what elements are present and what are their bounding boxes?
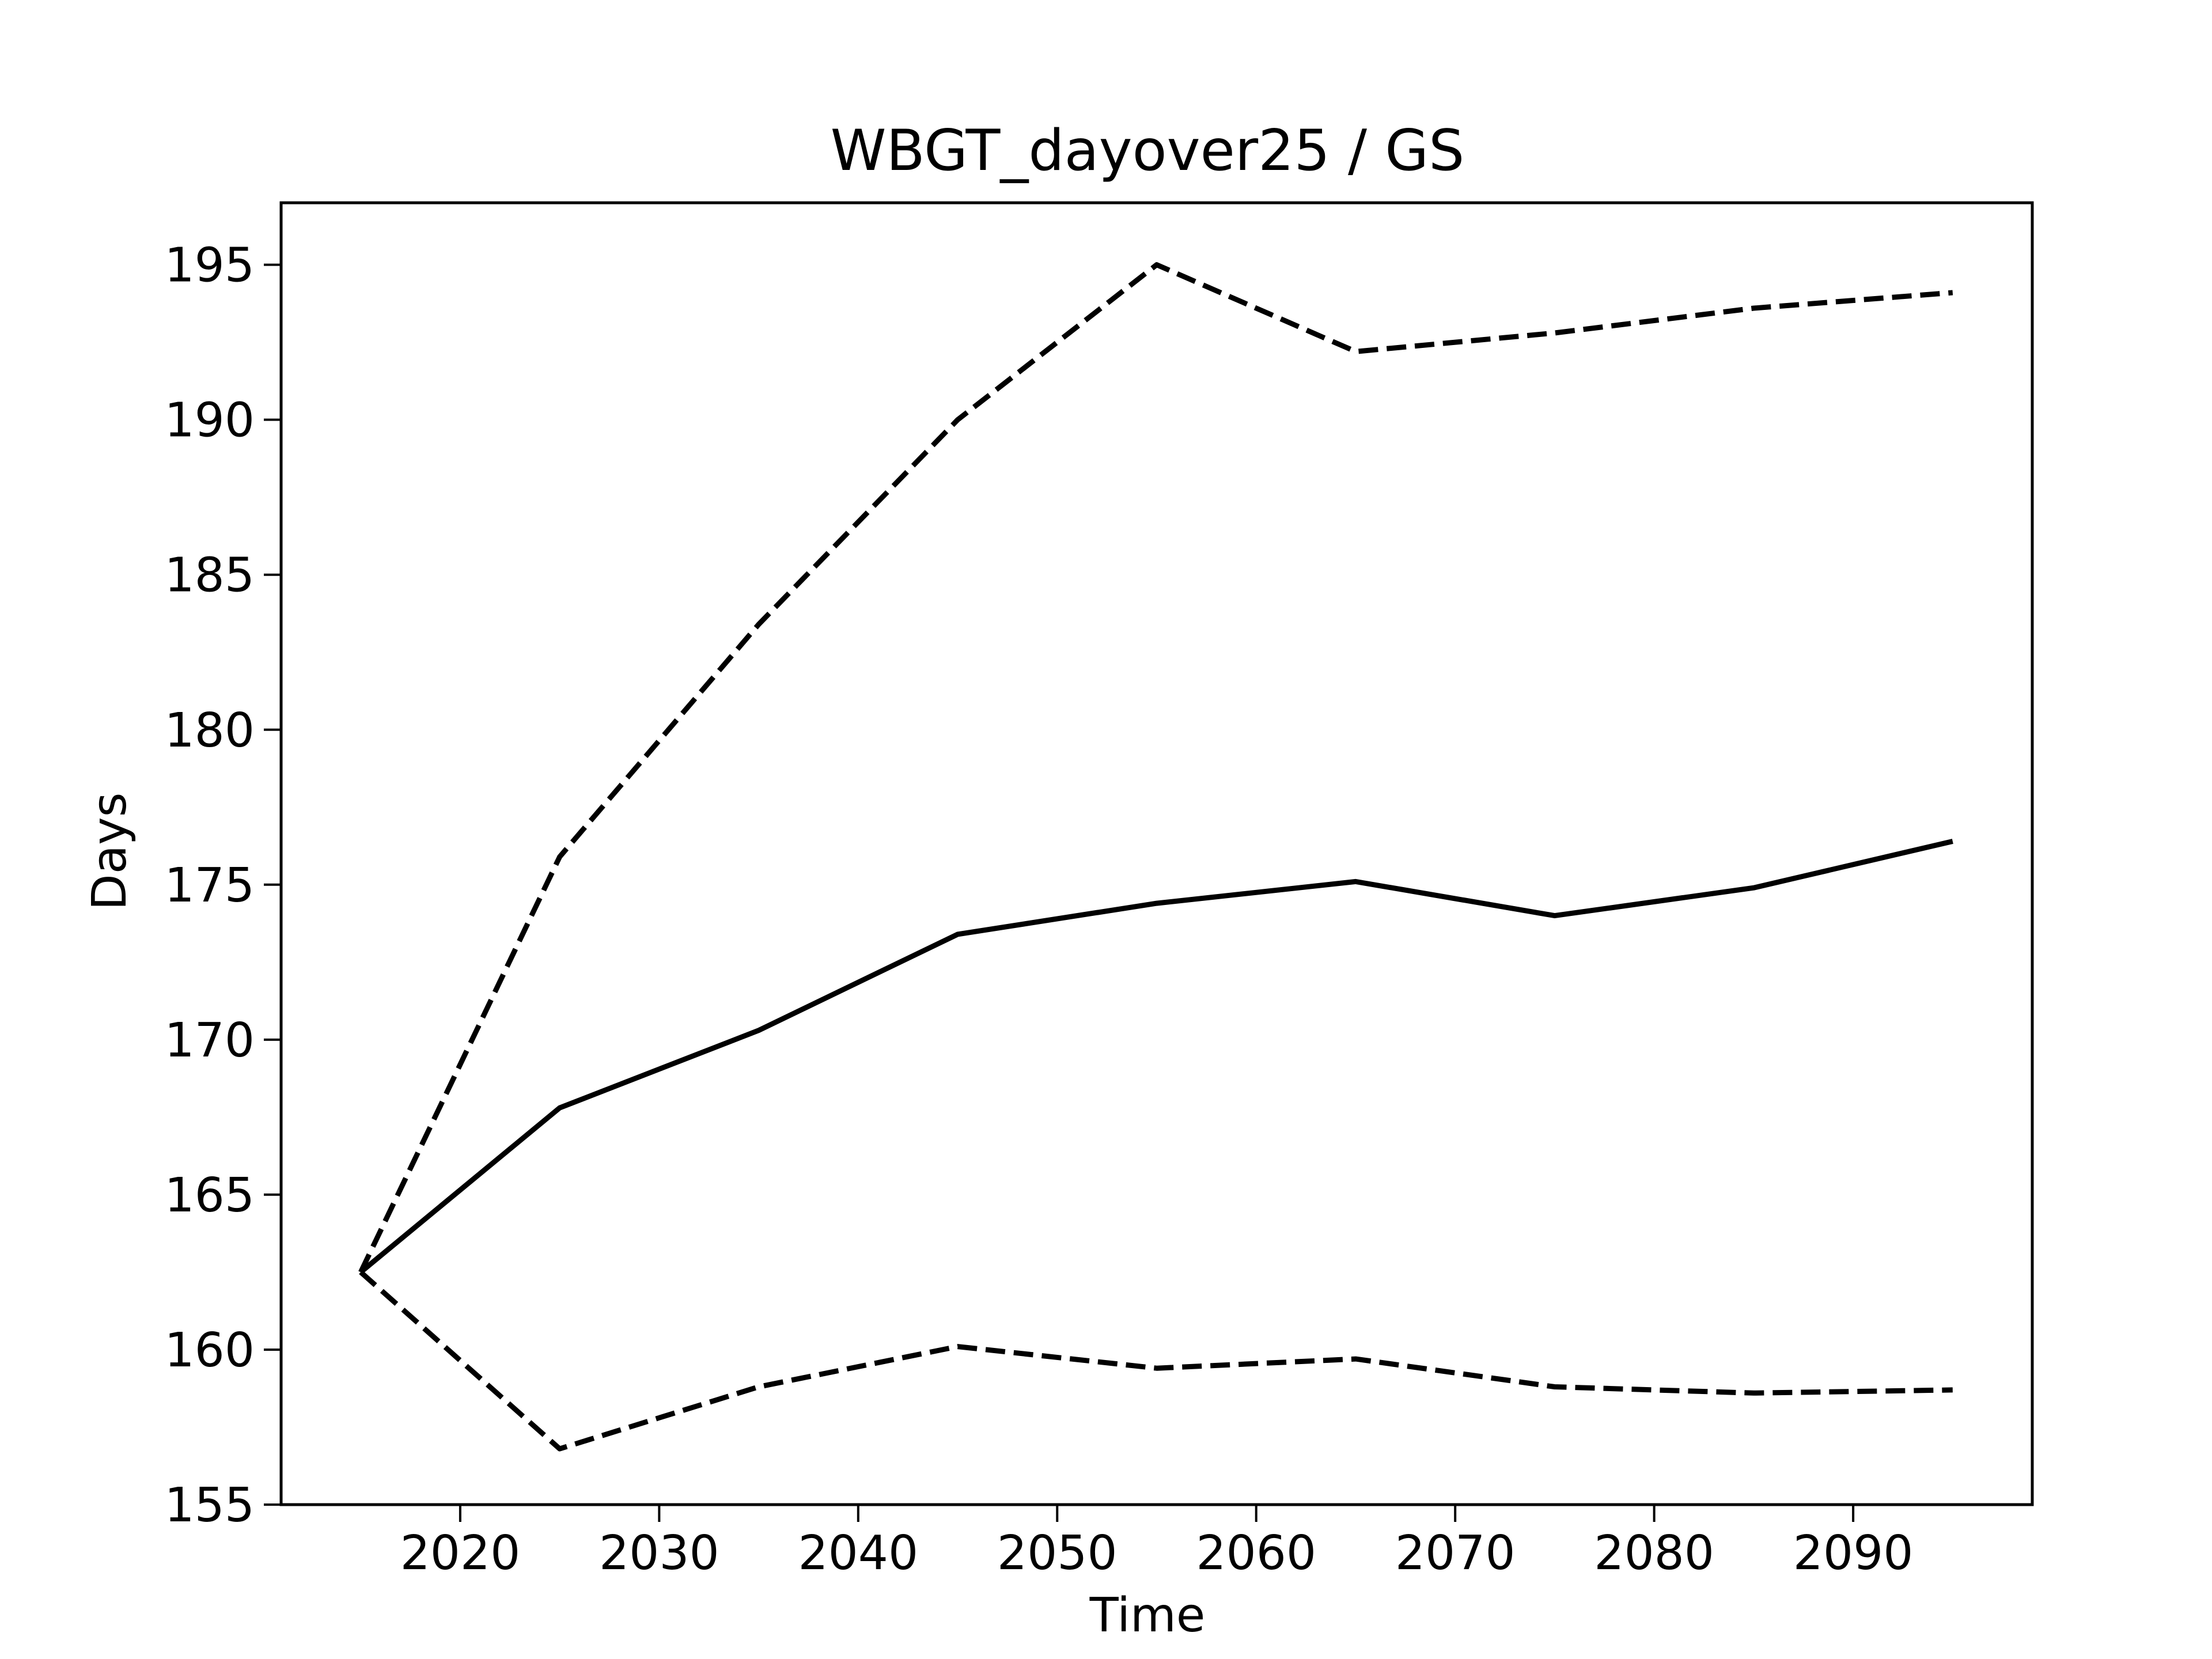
y-tick-label: 160	[164, 1323, 255, 1378]
y-tick-label: 190	[164, 393, 255, 448]
y-tick-label: 180	[164, 703, 255, 758]
y-axis: 155 160 165 170 175 180 185 190 195	[164, 238, 281, 1533]
y-axis-title: Days	[82, 793, 137, 911]
x-tick-label: 2020	[400, 1526, 521, 1581]
y-tick-label: 185	[164, 548, 255, 603]
x-tick-label: 2070	[1395, 1526, 1516, 1581]
x-tick-label: 2080	[1594, 1526, 1714, 1581]
x-axis-title: Time	[1089, 1588, 1206, 1643]
series-line-3	[359, 1270, 1953, 1452]
y-tick-label: 170	[164, 1013, 255, 1068]
series-line-2	[358, 262, 1953, 1274]
x-tick-label: 2090	[1793, 1526, 1914, 1581]
x-axis: 2020 2030 2040 2050 2060 2070 2080 2090	[400, 1505, 1914, 1581]
y-tick-label: 195	[164, 238, 255, 293]
x-tick-label: 2030	[599, 1526, 719, 1581]
x-tick-label: 2050	[997, 1526, 1118, 1581]
chart-title: WBGT_dayover25 / GS	[831, 118, 1465, 184]
y-tick-label: 155	[164, 1478, 255, 1533]
series-line-1	[359, 839, 1953, 1274]
plot-area	[358, 262, 1953, 1452]
y-tick-label: 165	[164, 1168, 255, 1223]
x-tick-label: 2040	[798, 1526, 918, 1581]
x-tick-label: 2060	[1196, 1526, 1316, 1581]
plot-frame	[279, 201, 2034, 1506]
y-tick-label: 175	[164, 858, 255, 913]
